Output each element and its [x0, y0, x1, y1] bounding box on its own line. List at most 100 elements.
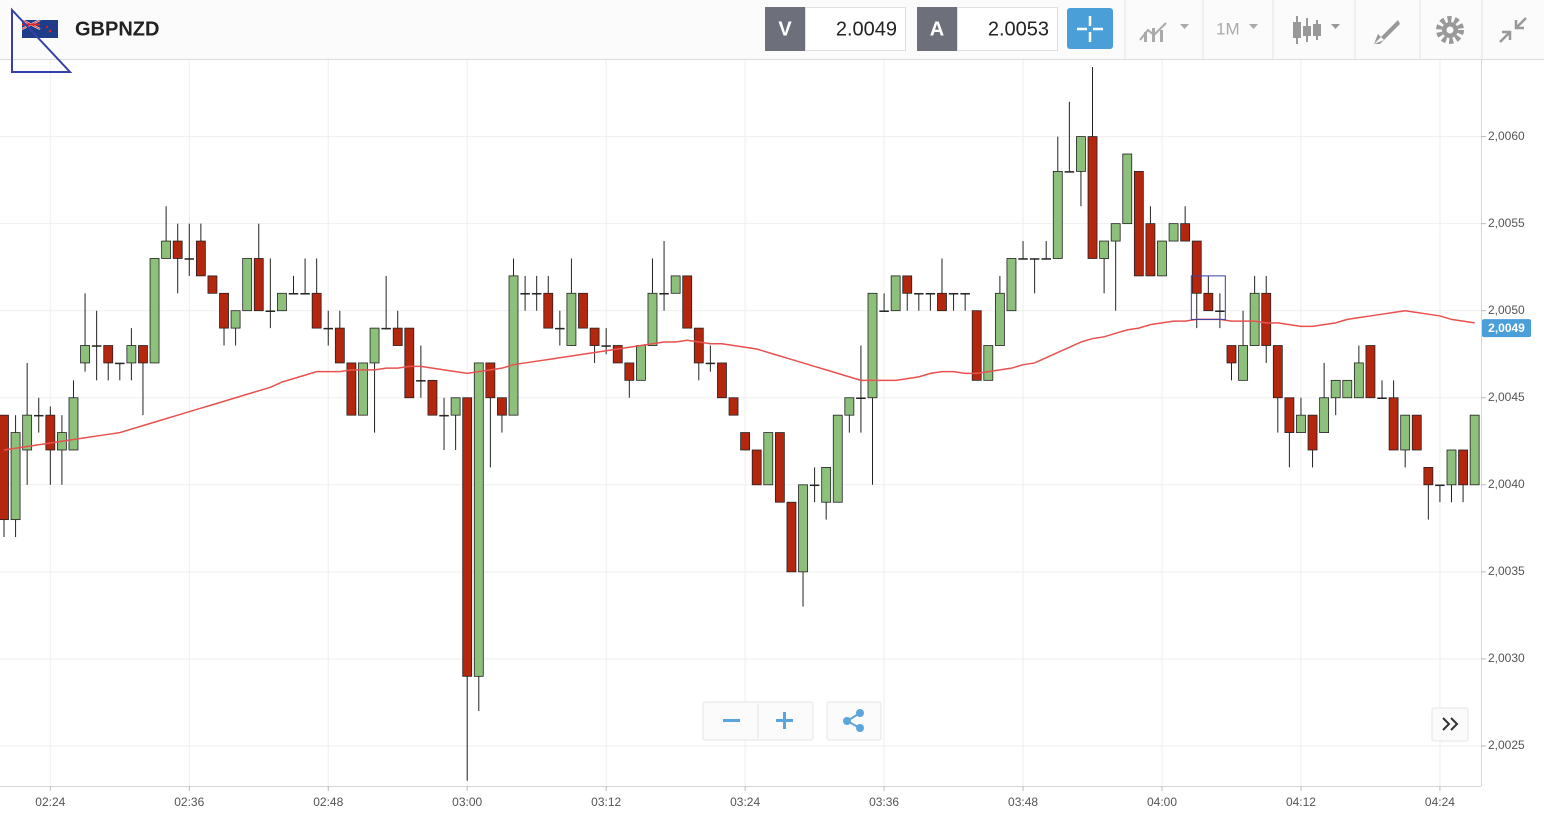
- timeframe[interactable]: 1M: [1216, 19, 1240, 38]
- candle-body: [161, 240, 172, 259]
- chart-type-button[interactable]: [1293, 16, 1340, 44]
- candle-body: [10, 432, 21, 521]
- candle-body: [184, 258, 195, 260]
- symbol: GBPNZD: [75, 18, 159, 40]
- x-tick-label: 02:36: [174, 795, 204, 809]
- candle-body: [1423, 466, 1434, 486]
- plot-area: 2,0025 2,0030 2,0035 2,0040 2,0045 2,0050 2,00…: [0, 60, 1525, 809]
- candle-body: [1145, 223, 1156, 277]
- candle-body: [1400, 414, 1411, 451]
- zoom-out[interactable]: [723, 719, 740, 722]
- candle-body: [867, 292, 878, 399]
- y-tick-label: 2,0040: [1488, 477, 1525, 491]
- candle-body: [1064, 171, 1075, 173]
- candle-body: [1469, 414, 1480, 486]
- candle-body: [1168, 223, 1179, 242]
- candle-body: [1272, 345, 1283, 399]
- last-price-marker: [1482, 319, 1531, 338]
- candle-body: [914, 293, 924, 295]
- candle-body: [497, 397, 507, 416]
- candle-body: [971, 310, 982, 381]
- draw-tool-button[interactable]: [1374, 20, 1400, 44]
- last-price-label: 2,0049: [1488, 321, 1525, 335]
- candle-body: [1353, 362, 1364, 399]
- candle-body: [960, 293, 970, 295]
- instrument-flag: [11, 7, 73, 73]
- candle-body: [1261, 292, 1272, 346]
- candle-body: [1284, 397, 1295, 433]
- candle-body: [670, 275, 681, 294]
- candle-body: [149, 258, 160, 364]
- candle-body: [172, 240, 183, 259]
- candle-body: [300, 293, 310, 295]
- y-tick-label: 2,0060: [1488, 129, 1525, 143]
- candle-body: [1203, 292, 1214, 312]
- candle-body: [786, 501, 797, 573]
- ask-badge: [917, 7, 957, 51]
- share-button[interactable]: [843, 709, 864, 732]
- candle-body: [68, 397, 79, 451]
- candle-body: [890, 275, 901, 312]
- candle-body: [358, 362, 368, 416]
- candle-body: [983, 345, 994, 381]
- candle-body: [682, 275, 693, 329]
- candle-body: [230, 310, 241, 329]
- candle-body: [578, 292, 588, 329]
- collapse-button[interactable]: [1499, 17, 1527, 43]
- candle-body: [1018, 258, 1028, 260]
- candle-body: [659, 293, 669, 295]
- candle-body: [80, 345, 90, 364]
- y-tick-label: 2,0030: [1488, 651, 1525, 665]
- candle-body: [207, 275, 218, 294]
- candle-body: [531, 293, 542, 295]
- y-tick-label: 2,0035: [1488, 564, 1525, 578]
- x-tick-label: 02:48: [313, 795, 343, 809]
- x-tick-label: 03:12: [591, 795, 621, 809]
- candle-body: [265, 310, 276, 312]
- candle-body: [856, 397, 866, 400]
- candle-body: [1342, 379, 1353, 399]
- candle-body: [1458, 449, 1468, 486]
- candle-body: [195, 240, 206, 277]
- candle-body: [346, 362, 357, 416]
- bid-box[interactable]: [805, 7, 906, 51]
- candle-body: [126, 345, 137, 364]
- crosshair-button[interactable]: [1067, 8, 1113, 49]
- candle-body: [462, 397, 473, 677]
- candle-body: [1435, 484, 1445, 487]
- y-tick-label: 2,0045: [1488, 390, 1525, 404]
- indicator-button[interactable]: [1139, 22, 1189, 42]
- candle-body: [1446, 449, 1457, 486]
- bid-price: 2.0049: [836, 18, 897, 40]
- candle-body: [1110, 223, 1121, 242]
- candle-body: [1307, 414, 1318, 451]
- candle-body: [1133, 171, 1144, 277]
- candle-body: [1122, 153, 1133, 225]
- ask-label: A: [930, 18, 944, 40]
- y-tick-label: 2,0055: [1488, 216, 1525, 230]
- candle-body: [1226, 345, 1237, 364]
- y-tick-label: 2,0050: [1488, 303, 1525, 317]
- timeframe-arrow: [1249, 24, 1258, 29]
- candle-body: [798, 484, 808, 573]
- candle-body: [311, 292, 322, 329]
- candle-body: [485, 362, 496, 399]
- candle-body: [219, 292, 229, 329]
- candle-body: [1076, 136, 1086, 172]
- candle-body: [612, 345, 623, 364]
- settings-button[interactable]: [1436, 16, 1464, 44]
- candle-body: [566, 292, 577, 346]
- candle-body: [22, 414, 33, 451]
- candle-body: [1006, 258, 1017, 312]
- candle-body: [473, 362, 484, 677]
- x-tick-label: 03:24: [730, 795, 760, 809]
- scroll-latest-button[interactable]: [1431, 707, 1469, 742]
- candle-body: [427, 379, 438, 416]
- candle-body: [1319, 397, 1330, 433]
- candle-body: [693, 327, 704, 364]
- ask-box[interactable]: [957, 7, 1058, 51]
- x-tick-label: 03:48: [1008, 795, 1038, 809]
- candle-body: [392, 327, 403, 346]
- candle-body: [1099, 240, 1109, 259]
- zoom-in[interactable]: [776, 712, 793, 729]
